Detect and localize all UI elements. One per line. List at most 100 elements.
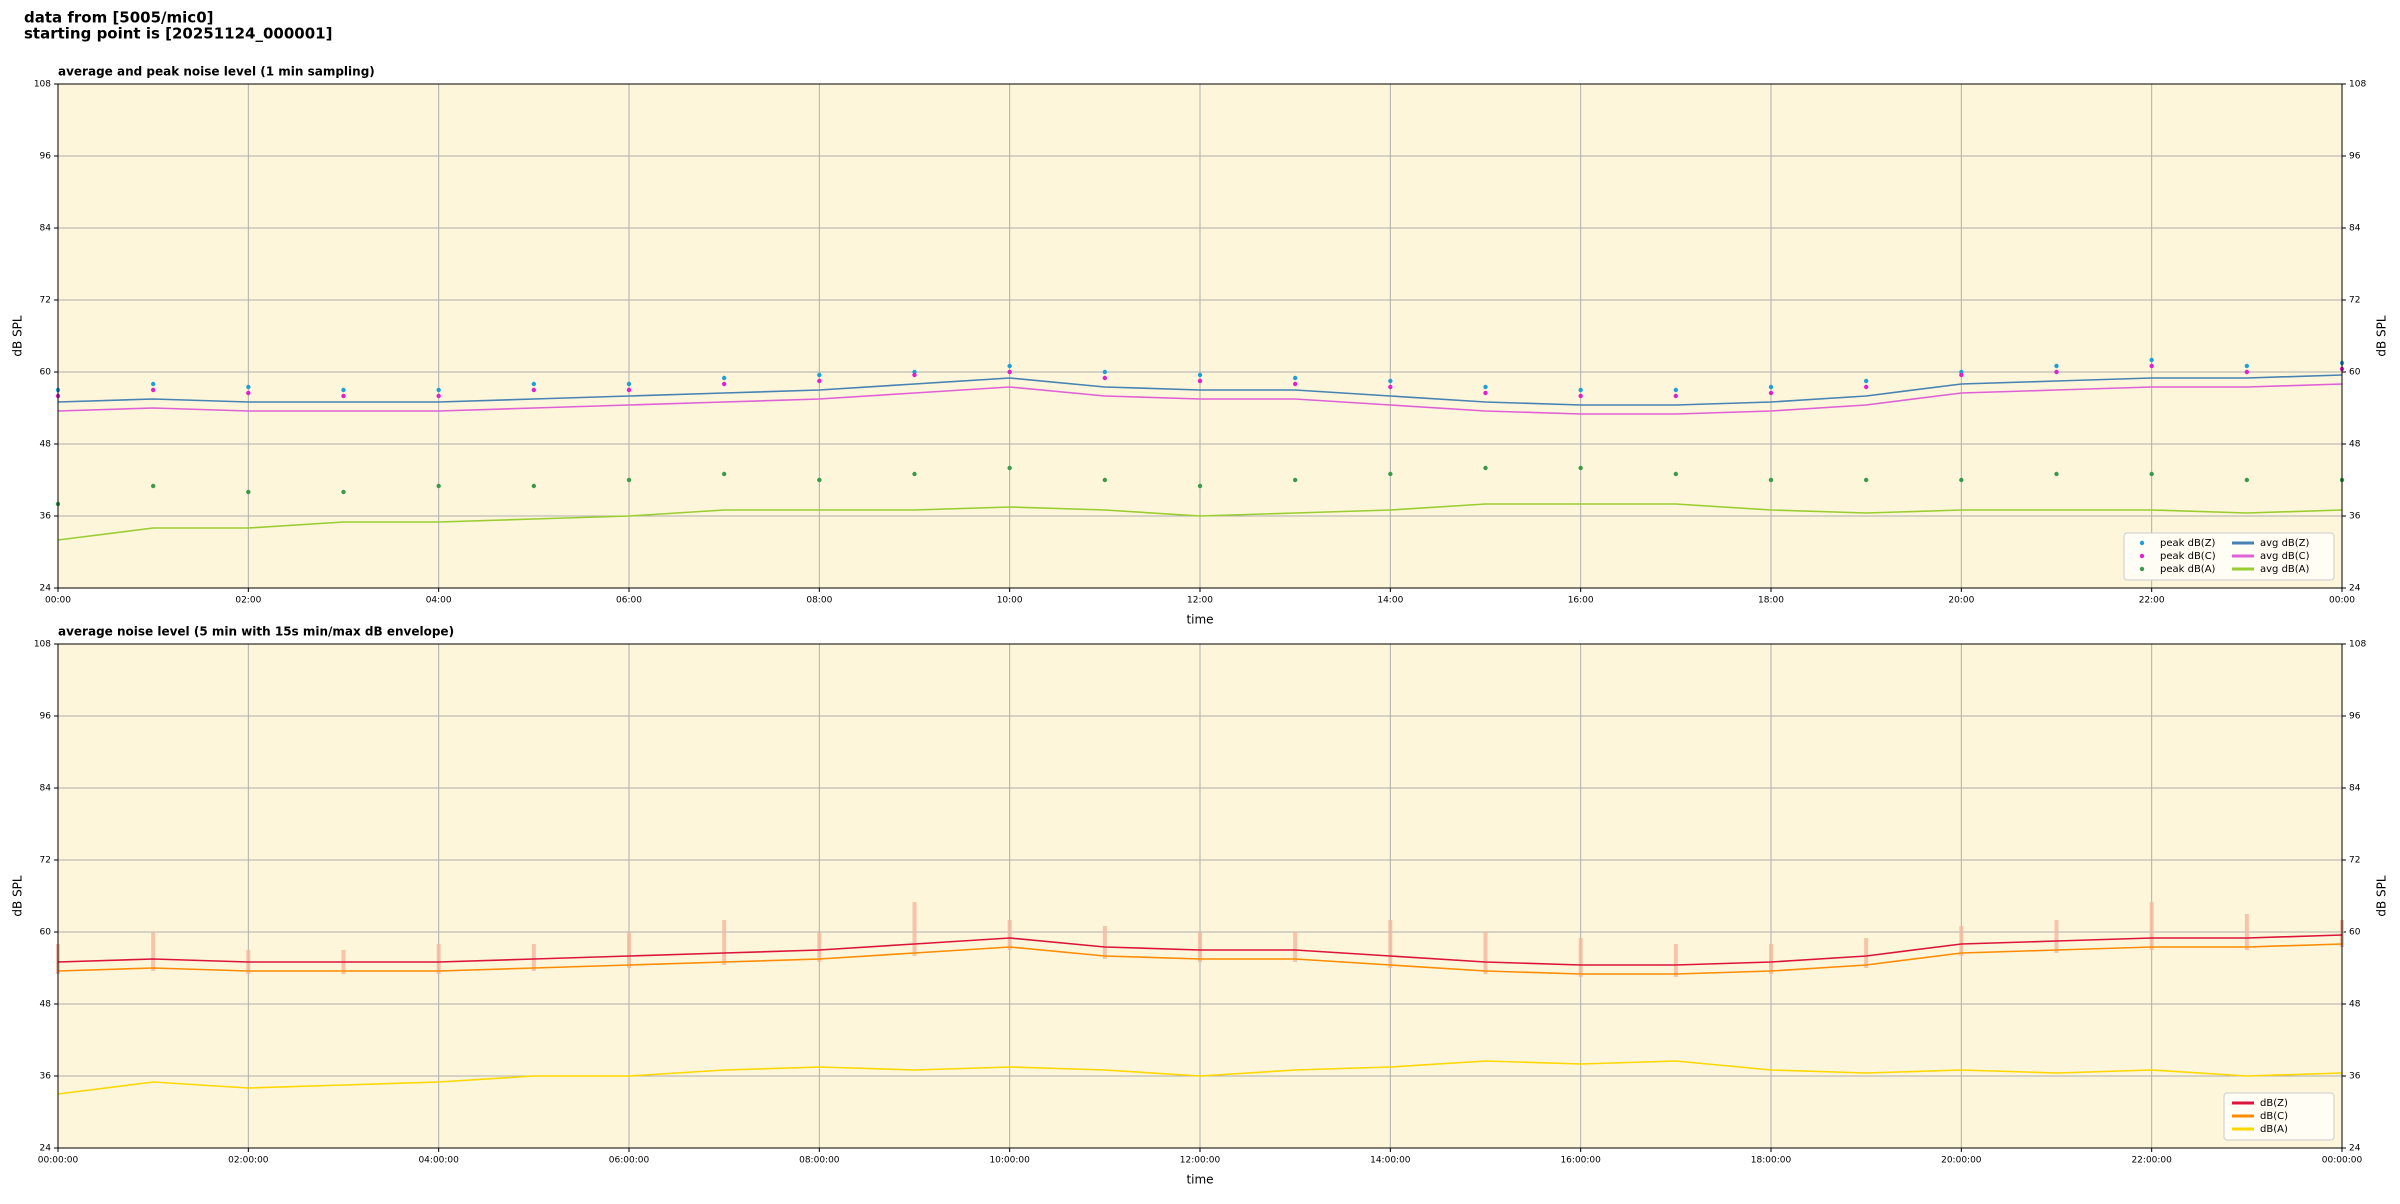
x-tick-label: 18:00:00	[1751, 1156, 1792, 1166]
y-tick-label: 36	[40, 512, 52, 522]
legend-marker	[2139, 566, 2145, 572]
scatter-point	[2054, 363, 2059, 369]
scatter-point	[341, 387, 346, 393]
scatter-point	[150, 381, 156, 387]
scatter-point	[246, 384, 251, 390]
y-tick-label: 96	[40, 712, 52, 722]
scatter-point	[1483, 465, 1488, 471]
legend-label: avg dB(Z)	[2260, 538, 2310, 549]
y-tick-label: 72	[2349, 856, 2360, 866]
y-tick-label: 24	[2349, 1144, 2361, 1154]
scatter-point	[721, 381, 727, 387]
scatter-point	[1102, 477, 1108, 483]
y-tick-label: 60	[40, 928, 52, 938]
x-tick-label: 00:00:00	[38, 1156, 79, 1166]
scatter-point	[1673, 387, 1679, 393]
scatter-point	[1959, 372, 1964, 378]
scatter-point	[1673, 393, 1679, 399]
scatter-point	[721, 471, 727, 477]
scatter-point	[1292, 477, 1298, 483]
scatter-point	[1007, 465, 1012, 471]
y-tick-label: 60	[40, 368, 52, 378]
scatter-point	[436, 387, 441, 393]
legend-label: avg dB(A)	[2260, 564, 2310, 575]
x-tick-label: 02:00:00	[228, 1156, 269, 1166]
scatter-point	[2244, 369, 2250, 375]
x-tick-label: 14:00	[1377, 596, 1403, 606]
scatter-point	[1388, 384, 1393, 390]
scatter-point	[1292, 381, 1298, 387]
scatter-point	[1197, 483, 1203, 489]
scatter-point	[1483, 384, 1488, 390]
y-tick-label: 72	[40, 856, 51, 866]
y-tick-label: 36	[2349, 1072, 2361, 1082]
scatter-point	[531, 483, 537, 489]
x-axis-label: time	[1186, 1173, 1213, 1187]
x-axis-label: time	[1186, 613, 1213, 627]
scatter-point	[817, 372, 822, 378]
x-tick-label: 06:00:00	[609, 1156, 650, 1166]
scatter-point	[1007, 369, 1012, 375]
legend-label: peak dB(C)	[2160, 551, 2216, 562]
scatter-point	[1197, 372, 1203, 378]
series-line	[57, 503, 2343, 541]
y-tick-label: 84	[2349, 224, 2361, 234]
y-tick-label: 96	[40, 152, 52, 162]
scatter-point	[1483, 390, 1488, 396]
legend-label: dB(Z)	[2260, 1098, 2288, 1109]
y-tick-label: 108	[34, 80, 51, 90]
y-tick-label: 108	[2349, 80, 2366, 90]
series-line	[57, 1060, 2343, 1095]
scatter-point	[626, 477, 632, 483]
scatter-point	[531, 387, 537, 393]
y-tick-label: 60	[2349, 368, 2361, 378]
chart-title: average and peak noise level (1 min samp…	[58, 65, 375, 79]
scatter-point	[1863, 378, 1869, 384]
plot-frame	[57, 643, 2343, 1149]
scatter-point	[817, 477, 822, 483]
x-tick-label: 12:00	[1187, 596, 1213, 606]
scatter-point	[1768, 384, 1774, 390]
scatter-point	[150, 387, 156, 393]
series-line	[57, 934, 2343, 966]
scatter-point	[2149, 471, 2154, 477]
scatter-point	[436, 483, 441, 489]
x-tick-label: 10:00:00	[989, 1156, 1030, 1166]
chart-panel: average and peak noise level (1 min samp…	[11, 65, 2389, 627]
x-tick-label: 00:00:00	[2322, 1156, 2363, 1166]
plot-frame	[57, 83, 2343, 589]
scatter-point	[1863, 477, 1869, 483]
x-tick-label: 06:00	[616, 596, 642, 606]
y-tick-label: 36	[2349, 512, 2361, 522]
scatter-point	[436, 393, 441, 399]
x-tick-label: 22:00	[2139, 596, 2165, 606]
scatter-point	[721, 375, 727, 381]
x-tick-label: 00:00	[2329, 596, 2355, 606]
scatter-point	[2244, 477, 2250, 483]
y-tick-label: 84	[40, 784, 52, 794]
series-line	[57, 943, 2343, 975]
legend-label: peak dB(A)	[2160, 564, 2216, 575]
scatter-point	[1863, 384, 1869, 390]
scatter-point	[1578, 393, 1583, 399]
x-tick-label: 00:00	[45, 596, 71, 606]
scatter-point	[1388, 378, 1393, 384]
scatter-point	[2054, 369, 2059, 375]
y-tick-label: 72	[2349, 296, 2360, 306]
y-axis-label: dB SPL	[11, 875, 25, 917]
scatter-point	[341, 393, 346, 399]
scatter-point	[1673, 471, 1679, 477]
header-line: starting point is [20251124_000001]	[24, 25, 332, 43]
x-tick-label: 04:00	[426, 596, 452, 606]
chart-panel: average noise level (5 min with 15s min/…	[11, 625, 2389, 1187]
legend-marker	[2139, 540, 2145, 546]
y-tick-label: 96	[2349, 152, 2361, 162]
y-tick-label: 84	[2349, 784, 2361, 794]
y-axis-label: dB SPL	[2375, 875, 2389, 917]
scatter-point	[1768, 390, 1774, 396]
scatter-point	[1768, 477, 1774, 483]
y-tick-label: 36	[40, 1072, 52, 1082]
y-tick-label: 48	[2349, 1000, 2361, 1010]
y-tick-label: 84	[40, 224, 52, 234]
